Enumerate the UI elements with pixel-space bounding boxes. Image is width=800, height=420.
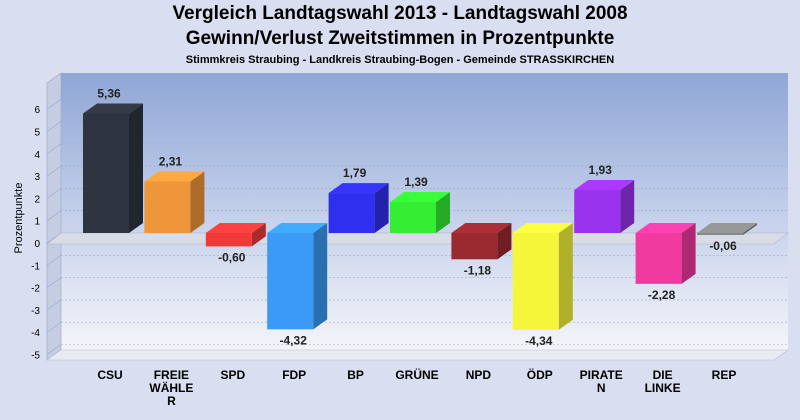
y-tick-label: -3 <box>31 306 40 317</box>
value-label: 5,36 <box>97 86 121 100</box>
bar-bp <box>328 183 389 233</box>
bar-npd <box>451 223 512 260</box>
bar-top <box>512 223 573 233</box>
gridline-side <box>46 321 62 333</box>
y-tick-label: 3 <box>34 172 40 183</box>
bar-ödp <box>512 223 573 330</box>
bar-side <box>190 171 205 233</box>
value-label: -4,32 <box>280 333 308 347</box>
value-label: -1,18 <box>464 263 492 277</box>
gridline-side <box>46 255 62 266</box>
gridline-side <box>46 210 62 221</box>
y-tick-label: -2 <box>31 284 40 295</box>
y-tick-label: 4 <box>34 150 40 161</box>
chart-title: Vergleich Landtagswahl 2013 - Landtagswa… <box>172 3 628 24</box>
plot-side-wall <box>46 72 62 361</box>
bar-top <box>697 223 757 233</box>
y-tick-label: 0 <box>34 239 40 250</box>
bar-side <box>558 223 573 330</box>
bar-side <box>129 103 143 233</box>
gridline-side <box>46 188 62 199</box>
bar-side <box>374 183 389 233</box>
y-tick-label: 1 <box>34 217 40 228</box>
gridline-side <box>46 299 62 311</box>
bar-top <box>144 171 205 182</box>
x-tick-label: SPD <box>220 368 245 382</box>
x-tick-label: BP <box>347 368 364 382</box>
bar-front <box>574 189 621 233</box>
bar-side <box>497 223 512 260</box>
bar-front <box>205 233 252 247</box>
plot-floor <box>46 349 789 361</box>
bar-die-linke <box>635 223 696 284</box>
y-tick-label: 5 <box>34 128 40 139</box>
bar-front <box>451 233 498 260</box>
bar-fdp <box>267 223 328 330</box>
y-tick-label: 6 <box>34 105 40 116</box>
bar-piraten <box>574 179 635 233</box>
bar-csu <box>83 103 143 233</box>
gridline-side <box>46 143 62 155</box>
chart-subtitle: Gewinn/Verlust Zweitstimmen in Prozentpu… <box>185 28 615 49</box>
x-tick-label: CSU <box>97 368 122 382</box>
bar-grüne <box>390 192 450 233</box>
x-tick-label: PIRATE N <box>580 368 623 395</box>
y-tick-label: 2 <box>34 194 40 205</box>
gridline-side <box>46 121 62 132</box>
value-label: -0,06 <box>709 239 737 253</box>
bar-front <box>267 233 314 330</box>
value-label: -4,34 <box>525 334 553 348</box>
bar-side <box>251 223 266 247</box>
x-tick-label: FDP <box>282 368 306 382</box>
bar-front <box>512 233 559 330</box>
bar-top <box>635 223 696 233</box>
x-tick-label: FREIE WÄHLE R <box>149 368 193 408</box>
value-label: 2,31 <box>159 154 183 168</box>
bar-top <box>390 192 450 203</box>
x-tick-label: NPD <box>466 368 492 382</box>
bar-top <box>205 223 266 233</box>
bar-side <box>743 223 757 235</box>
gridline-side <box>46 98 62 110</box>
bar-top <box>574 179 635 190</box>
y-tick-label: -4 <box>31 328 40 339</box>
gridline-side <box>46 165 62 177</box>
bar-side <box>681 223 696 284</box>
bar-side <box>313 223 328 330</box>
value-label: 1,39 <box>404 175 428 189</box>
gridline-side <box>46 277 62 288</box>
y-tick-label: -5 <box>31 351 40 362</box>
bar-front <box>144 181 191 233</box>
y-axis-label: Prozentpunkte <box>13 183 25 254</box>
value-label: -2,28 <box>648 288 676 302</box>
bar-top <box>451 223 512 233</box>
bar-front <box>390 202 436 233</box>
value-label: 1,93 <box>589 163 613 177</box>
bar-side <box>436 192 450 233</box>
bar-top <box>267 223 328 233</box>
x-tick-label: ÖDP <box>527 367 553 382</box>
bar-front <box>328 193 375 233</box>
x-tick-label: GRÜNE <box>395 367 438 382</box>
bar-front <box>697 233 743 235</box>
bar-front <box>635 233 682 284</box>
bar-side <box>620 179 635 233</box>
bar-top <box>328 183 389 194</box>
value-label: -0,60 <box>218 250 246 264</box>
y-tick-label: -1 <box>31 261 40 272</box>
x-tick-label: REP <box>712 368 737 382</box>
chart-caption: Stimmkreis Straubing - Landkreis Straubi… <box>185 54 615 66</box>
bar-spd <box>205 223 266 247</box>
x-tick-label: DIE LINKE <box>645 368 681 395</box>
gridline-side <box>46 344 62 355</box>
value-label: 1,79 <box>343 166 367 180</box>
bar-top <box>83 103 143 114</box>
bar-rep <box>697 223 757 235</box>
bar-freie-wähler <box>144 171 205 233</box>
bar-front <box>83 113 129 233</box>
